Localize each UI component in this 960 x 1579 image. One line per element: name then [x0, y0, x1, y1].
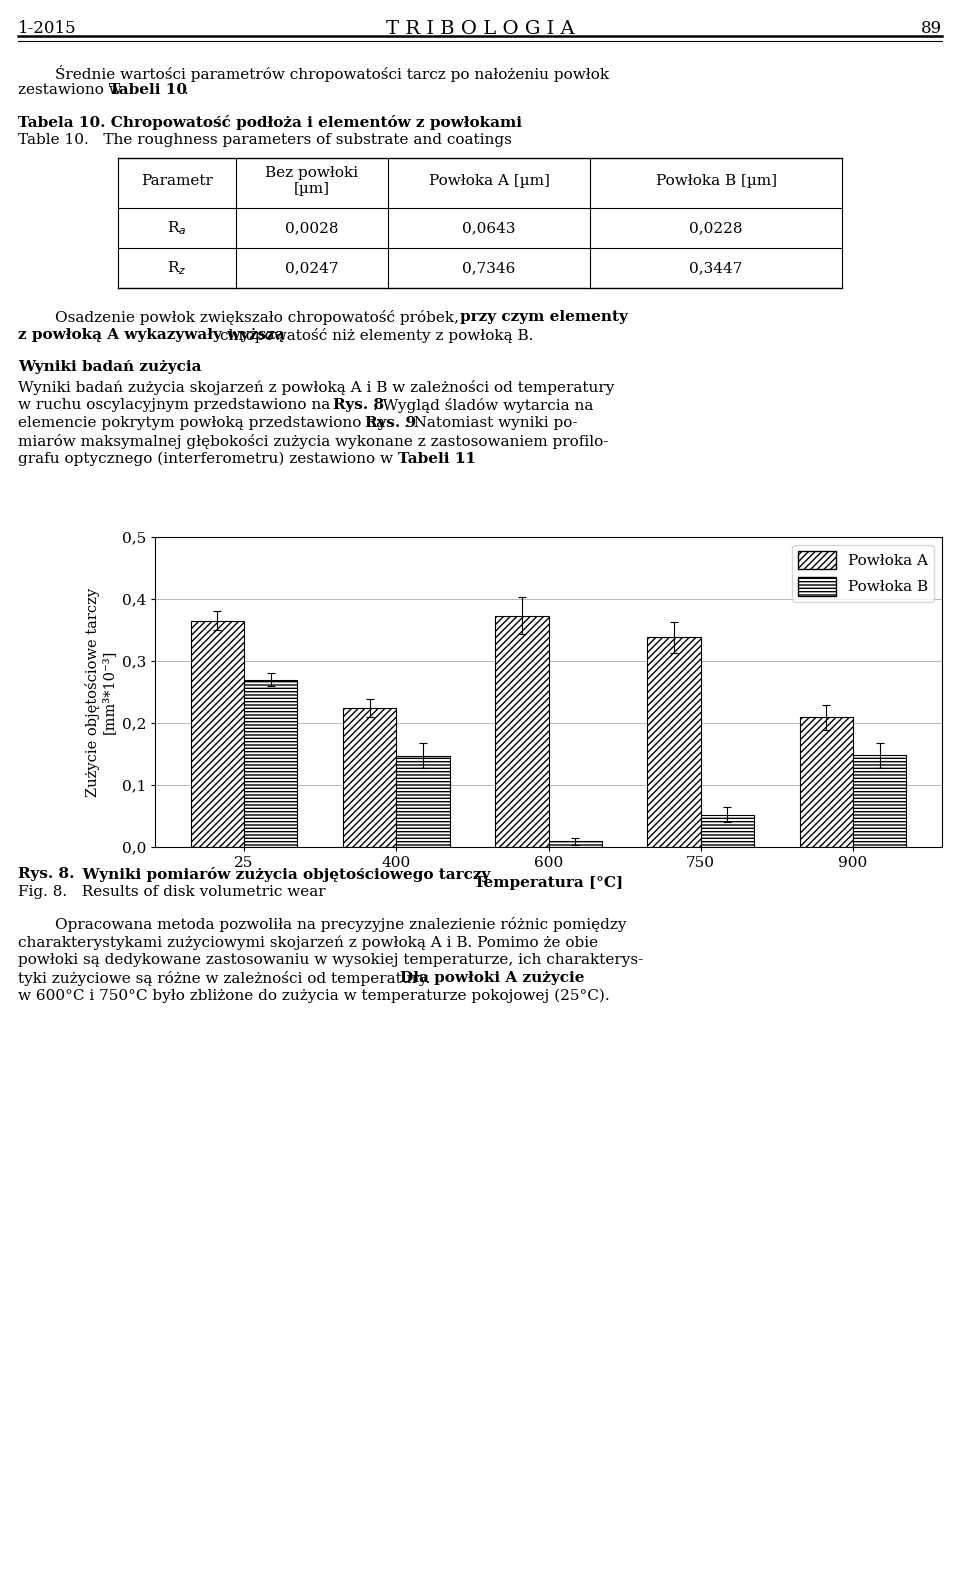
Text: elemencie pokrytym powłoką przedstawiono na: elemencie pokrytym powłoką przedstawiono…	[18, 415, 390, 429]
Text: . Wygląd śladów wytarcia na: . Wygląd śladów wytarcia na	[373, 398, 593, 414]
Text: Fig. 8.: Fig. 8.	[18, 884, 67, 898]
Text: . Natomiast wyniki po-: . Natomiast wyniki po-	[404, 415, 578, 429]
Text: .: .	[184, 84, 189, 96]
Text: Wyniki badań zużycia skojarzeń z powłoką A i B w zależności od temperatury: Wyniki badań zużycia skojarzeń z powłoką…	[18, 381, 614, 395]
Bar	[800, 717, 852, 846]
Text: R$_a$: R$_a$	[167, 219, 187, 237]
Text: 0,0228: 0,0228	[689, 221, 743, 235]
Text: Rys. 9: Rys. 9	[365, 415, 416, 429]
Bar	[701, 815, 754, 846]
Text: w 600°C i 750°C było zbliżone do zużycia w temperaturze pokojowej (25°C).: w 600°C i 750°C było zbliżone do zużycia…	[18, 988, 610, 1003]
Text: chropowatość niż elementy z powłoką B.: chropowatość niż elementy z powłoką B.	[220, 328, 534, 343]
Text: Table 10.   The roughness parameters of substrate and coatings: Table 10. The roughness parameters of su…	[18, 133, 512, 147]
Bar	[647, 638, 701, 846]
Y-axis label: Zużycie objętościowe tarczy
[mm³*10⁻³]: Zużycie objętościowe tarczy [mm³*10⁻³]	[84, 587, 116, 796]
Text: .: .	[461, 452, 466, 466]
Text: T R I B O L O G I A: T R I B O L O G I A	[386, 21, 574, 38]
Text: 0,3447: 0,3447	[689, 261, 743, 275]
Text: 0,0643: 0,0643	[463, 221, 516, 235]
Bar	[548, 842, 602, 846]
Legend: Powłoka A, Powłoka B: Powłoka A, Powłoka B	[792, 545, 934, 602]
Text: Bez powłoki
[µm]: Bez powłoki [µm]	[265, 166, 359, 196]
Bar	[244, 679, 298, 846]
Text: Średnie wartości parametrów chropowatości tarcz po nałożeniu powłok: Średnie wartości parametrów chropowatośc…	[55, 65, 610, 82]
Text: Results of disk volumetric wear: Results of disk volumetric wear	[72, 884, 325, 898]
Text: Tabela 10. Chropowatość podłoża i elementów z powłokami: Tabela 10. Chropowatość podłoża i elemen…	[18, 115, 522, 129]
Text: przy czym elementy: przy czym elementy	[460, 309, 628, 324]
Text: Tabeli 11: Tabeli 11	[398, 452, 476, 466]
Bar	[852, 755, 906, 846]
Text: Rys. 8: Rys. 8	[333, 398, 384, 412]
Text: 1-2015: 1-2015	[18, 21, 77, 36]
Text: Powłoka B [µm]: Powłoka B [µm]	[656, 174, 777, 188]
Text: Parametr: Parametr	[141, 174, 213, 188]
Text: z powłoką A wykazywały wyższą: z powłoką A wykazywały wyższą	[18, 328, 290, 343]
Text: 0,7346: 0,7346	[463, 261, 516, 275]
Text: Osadzenie powłok zwiększało chropowatość próbek,: Osadzenie powłok zwiększało chropowatość…	[55, 309, 464, 325]
Text: Opracowana metoda pozwoliła na precyzyjne znalezienie różnic pomiędzy: Opracowana metoda pozwoliła na precyzyjn…	[55, 917, 627, 932]
Bar	[191, 621, 244, 846]
Text: 0,0247: 0,0247	[285, 261, 339, 275]
Bar	[343, 707, 396, 846]
Text: zestawiono w: zestawiono w	[18, 84, 127, 96]
Text: Tabeli 10: Tabeli 10	[109, 84, 187, 96]
Text: 89: 89	[921, 21, 942, 36]
Text: Wyniki badań zużycia: Wyniki badań zużycia	[18, 360, 202, 374]
Text: grafu optycznego (interferometru) zestawiono w: grafu optycznego (interferometru) zestaw…	[18, 452, 397, 466]
Text: Wyniki pomiarów zużycia objętościowego tarczy: Wyniki pomiarów zużycia objętościowego t…	[72, 867, 491, 883]
Text: tyki zużyciowe są różne w zależności od temperatury.: tyki zużyciowe są różne w zależności od …	[18, 971, 435, 985]
Text: charakterystykami zużyciowymi skojarzeń z powłoką A i B. Pomimo że obie: charakterystykami zużyciowymi skojarzeń …	[18, 935, 598, 949]
Text: Powłoka A [µm]: Powłoka A [µm]	[428, 174, 549, 188]
Bar	[495, 616, 548, 846]
X-axis label: Temperatura [°C]: Temperatura [°C]	[474, 876, 623, 889]
Text: 0,0028: 0,0028	[285, 221, 339, 235]
Text: R$_z$: R$_z$	[167, 259, 186, 276]
Text: Rys. 8.: Rys. 8.	[18, 867, 75, 881]
Text: miarów maksymalnej głębokości zużycia wykonane z zastosowaniem profilo-: miarów maksymalnej głębokości zużycia wy…	[18, 434, 609, 448]
Text: w ruchu oscylacyjnym przedstawiono na: w ruchu oscylacyjnym przedstawiono na	[18, 398, 335, 412]
Text: powłoki są dedykowane zastosowaniu w wysokiej temperaturze, ich charakterys-: powłoki są dedykowane zastosowaniu w wys…	[18, 954, 643, 966]
Text: Dla powłoki A zużycie: Dla powłoki A zużycie	[400, 971, 585, 985]
Bar	[396, 756, 449, 846]
